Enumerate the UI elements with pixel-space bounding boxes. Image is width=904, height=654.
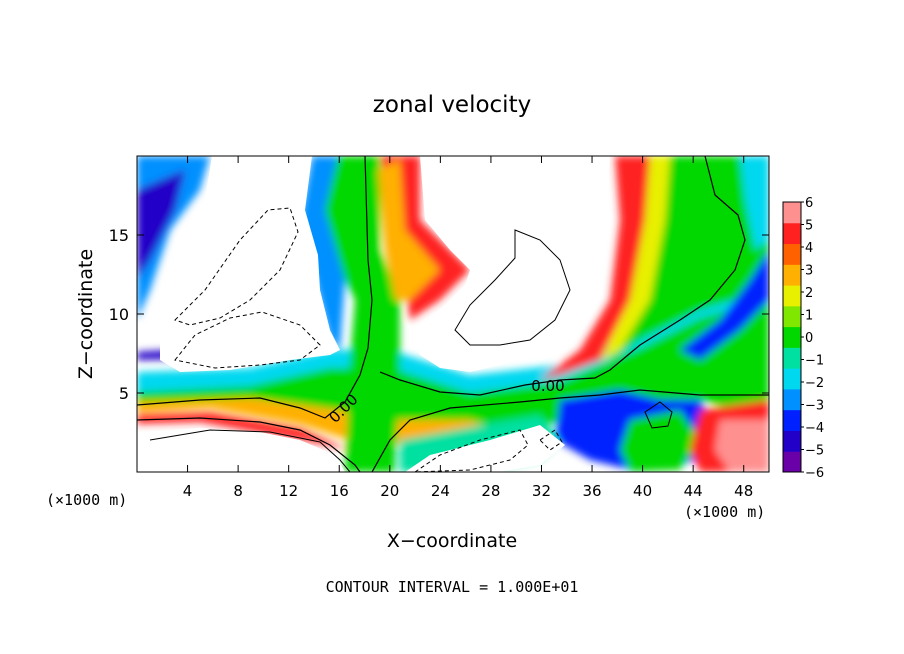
- field-right-region-cyan: [740, 156, 769, 250]
- white-regions: [145, 156, 610, 472]
- x-axis-label: X−coordinate: [387, 530, 517, 552]
- colorbar-label: −2: [805, 376, 824, 391]
- field-lower-right-green: [620, 410, 700, 472]
- colorbar-label: 6: [805, 196, 813, 211]
- dashed-contour-upper: [174, 207, 299, 326]
- colorbar-label: −1: [805, 354, 824, 369]
- y-axis-label: Z−coordinate: [75, 249, 97, 379]
- x-tick-label: 20: [380, 482, 399, 500]
- colorbar-label: 0: [805, 331, 813, 346]
- field-right-region-red: [540, 156, 650, 380]
- x-tick-label: 16: [330, 482, 349, 500]
- plot-area: 0.00 0.00: [137, 156, 769, 472]
- y-tick-label: 5: [119, 384, 129, 403]
- x-tick-label: 44: [684, 482, 703, 500]
- colorbar-label: 2: [805, 286, 813, 301]
- field-band-yellow: [137, 398, 520, 444]
- contour-interval-footer: CONTOUR INTERVAL = 1.000E+01: [326, 578, 579, 596]
- x-axis: 4 8 12 16 20 24 28 32 36 40 44 48: [183, 156, 753, 500]
- dashed-contour-middle: [174, 311, 321, 369]
- dashed-contour-lower: [414, 429, 529, 472]
- dashed-contours: [174, 207, 563, 472]
- contour-zero-lower-right: [371, 389, 769, 472]
- colorbar-swatch: [783, 222, 801, 245]
- colorbar-swatch: [783, 388, 801, 411]
- y-tick-label: 15: [109, 226, 129, 245]
- colorbar-label: 4: [805, 241, 813, 256]
- contour-label: 0.00: [531, 377, 564, 395]
- contour-zero-band: [379, 156, 746, 396]
- x-unit-left: (×1000 m): [46, 491, 127, 509]
- colorbar-swatch: [783, 202, 801, 224]
- field-band-red-lower: [137, 412, 350, 450]
- x-tick-label: 12: [279, 482, 298, 500]
- contour-closed-right: [454, 229, 571, 346]
- y-axis: 5 10 15: [109, 226, 769, 403]
- field-band-cyan-upper: [137, 280, 769, 393]
- colorbar-swatch: [783, 409, 801, 431]
- colorbar-label: −5: [805, 444, 824, 459]
- field-center-column-cyan: [300, 156, 345, 350]
- contour-lower-left: [149, 429, 351, 472]
- colorbar-swatch: [783, 285, 801, 307]
- field-center-column: [320, 156, 400, 472]
- white-region-lower-center: [405, 425, 565, 472]
- x-tick-label: 24: [431, 482, 450, 500]
- colorbar-label: 5: [805, 219, 813, 234]
- y-tick-label: 10: [109, 305, 129, 324]
- field-left-jet-core: [137, 170, 185, 280]
- colorbar-swatch: [783, 264, 801, 286]
- x-tick-label: 8: [233, 482, 243, 500]
- x-tick-label: 36: [582, 482, 601, 500]
- colorbar-swatch: [783, 347, 801, 369]
- contour-small-loop: [644, 401, 673, 429]
- colorbar-swatch: [783, 368, 801, 390]
- colorbar-label: −6: [805, 466, 824, 481]
- x-tick-label: 48: [734, 482, 753, 500]
- white-region-upper-center: [415, 156, 610, 372]
- colorbar-swatch: [783, 243, 801, 265]
- field-center-column-orange: [378, 160, 440, 300]
- x-tick-label: 4: [183, 482, 193, 500]
- white-region-lower-left: [145, 428, 345, 472]
- x-tick-label: 40: [633, 482, 652, 500]
- colorbar-label: −3: [805, 399, 824, 414]
- contour-lines: [137, 156, 769, 472]
- colorbar-swatch: [783, 305, 801, 328]
- x-tick-label: 32: [532, 482, 551, 500]
- colorbar-swatch: [783, 430, 801, 452]
- x-tick-label: 28: [481, 482, 500, 500]
- x-unit-right: (×1000 m): [684, 503, 765, 521]
- contour-zero-lower: [137, 417, 361, 472]
- field-lower-right-salmon: [715, 420, 769, 472]
- field-right-region-yellow: [600, 156, 670, 362]
- colorbar: 6 5 4 3 2 1 0 −1 −2 −3 −4 −5 −6: [782, 196, 824, 481]
- chart-title: zonal velocity: [373, 92, 531, 118]
- colorbar-swatch: [783, 451, 801, 473]
- colorbar-label: 1: [805, 309, 813, 324]
- dashed-contour-small: [539, 429, 563, 451]
- colorbar-swatch: [783, 326, 801, 348]
- colorbar-label: 3: [805, 264, 813, 279]
- contour-zero-main: [137, 156, 373, 419]
- white-region-upper-left: [160, 156, 340, 372]
- field-right-region-blue: [680, 250, 769, 360]
- colorbar-label: −4: [805, 421, 824, 436]
